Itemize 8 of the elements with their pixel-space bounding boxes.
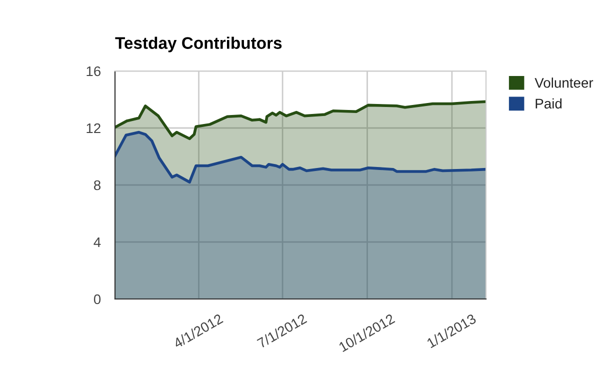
y-tick-label: 8 [94, 180, 101, 190]
y-tick-label: 12 [86, 123, 100, 134]
legend-label: Paid [536, 98, 562, 109]
y-tick-label: 4 [94, 237, 101, 248]
legend-label: Volunteer [534, 78, 594, 88]
y-tick-label: 0 [94, 294, 101, 304]
chart-title: Testday Contributors [115, 36, 282, 52]
y-tick-label: 16 [86, 66, 100, 76]
